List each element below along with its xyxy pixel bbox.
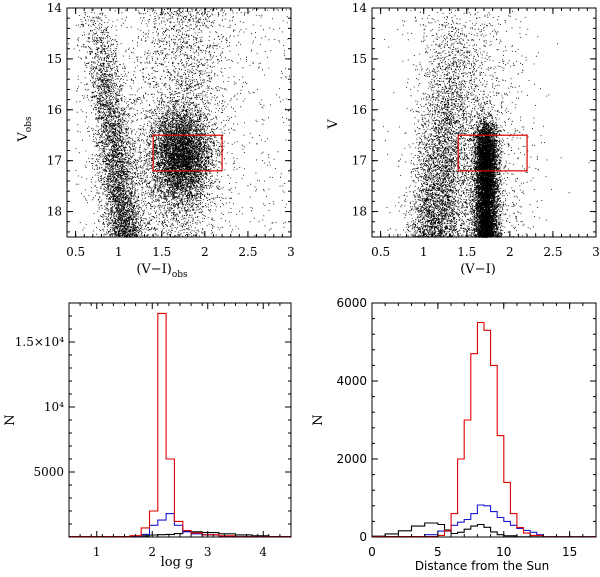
x-tick-label: 3	[592, 245, 600, 259]
y-tick-label: 5000	[33, 465, 64, 479]
x-tick-label: 2	[506, 245, 514, 259]
star-points	[68, 8, 292, 238]
x-tick-label: 1	[115, 245, 123, 259]
hist-series-red	[69, 312, 291, 538]
y-axis-label: V	[326, 119, 341, 130]
y-axis-ticks: 14 15 16 17 18	[47, 1, 291, 233]
y-tick-label: 4000	[336, 374, 367, 388]
y-tick-label: 6000	[336, 296, 367, 310]
star-points	[383, 8, 590, 238]
panel-hist-distance: 0 5 10 15 0 2000 4000 6000 Distance from the S…	[311, 296, 597, 573]
y-tick-label: 16	[47, 103, 62, 117]
x-tick-label: 0	[368, 545, 376, 559]
hist-series-black	[372, 522, 596, 538]
x-tick-label: 2.5	[238, 245, 257, 259]
x-tick-label: 2.5	[543, 245, 562, 259]
x-axis-ticks: 1 2 3 4	[68, 303, 292, 559]
hist-series-red	[372, 321, 596, 538]
x-tick-label: 1	[93, 545, 101, 559]
x-axis-label: log g	[161, 555, 194, 570]
y-axis-ticks: 14 15 16 17 18	[352, 1, 596, 233]
x-tick-label: 4	[259, 545, 267, 559]
y-axis-label: N	[3, 414, 18, 425]
scatter-points	[68, 8, 292, 238]
scatter-points	[383, 8, 590, 238]
plot-frame	[68, 302, 292, 538]
x-tick-label: 5	[434, 545, 442, 559]
y-tick-label: 10⁴	[44, 400, 64, 414]
x-tick-label: 1.5	[152, 245, 171, 259]
x-axis-ticks: 0.5 1 1.5 2 2.5 3	[371, 8, 600, 259]
x-tick-label: 3	[287, 245, 295, 259]
histogram-steps	[69, 312, 291, 538]
y-tick-label: 17	[352, 154, 367, 168]
y-tick-label: 1.5×10⁴	[15, 335, 64, 349]
y-axis-label: N	[311, 414, 326, 425]
x-tick-label: 3	[204, 545, 212, 559]
y-tick-label: 18	[352, 205, 367, 219]
x-tick-label: 1.5	[457, 245, 476, 259]
panel-cmd-observed: 0.5 1 1.5 2 2.5 3 14 15 16 17 18 (V−I)obs Vobs	[16, 1, 295, 280]
y-axis-ticks: 5000 10⁴ 1.5×10⁴	[15, 302, 291, 538]
y-tick-label: 0	[359, 530, 367, 544]
x-tick-label: 0.5	[66, 245, 85, 259]
x-tick-label: 0.5	[371, 245, 390, 259]
y-tick-label: 14	[352, 1, 368, 15]
x-axis-ticks: 0 5 10 15	[368, 303, 597, 559]
x-tick-label: 1	[420, 245, 428, 259]
x-tick-label: 2	[201, 245, 209, 259]
y-tick-label: 18	[47, 205, 62, 219]
y-axis-label: Vobs	[16, 116, 34, 143]
x-axis-label: (V−I)	[460, 262, 496, 277]
x-tick-label: 15	[562, 545, 577, 559]
panel-hist-logg: 1 2 3 4 5000 10⁴ 1.5×10⁴ log g N	[3, 302, 292, 570]
hist-series-black	[69, 530, 291, 538]
x-tick-label: 10	[496, 545, 511, 559]
y-tick-label: 15	[47, 52, 62, 66]
x-tick-label: 2	[148, 545, 156, 559]
plot-frame	[371, 302, 597, 538]
x-axis-ticks: 0.5 1 1.5 2 2.5 3	[66, 8, 295, 259]
y-tick-label: 17	[47, 154, 62, 168]
histogram-steps	[372, 321, 596, 538]
x-axis-label: Distance from the Sun	[415, 559, 549, 573]
y-axis-ticks: 0 2000 4000 6000	[336, 296, 596, 544]
panel-cmd-dereddened: 0.5 1 1.5 2 2.5 3 14 15 16 17 18 (V−I) V	[326, 1, 600, 277]
x-axis-label: (V−I)obs	[136, 262, 188, 280]
selection-box	[152, 134, 223, 172]
y-tick-label: 14	[47, 1, 63, 15]
y-tick-label: 2000	[336, 452, 367, 466]
y-tick-label: 15	[352, 52, 367, 66]
selection-box	[457, 134, 528, 172]
y-tick-label: 16	[352, 103, 367, 117]
hist-series-blue	[372, 504, 596, 538]
